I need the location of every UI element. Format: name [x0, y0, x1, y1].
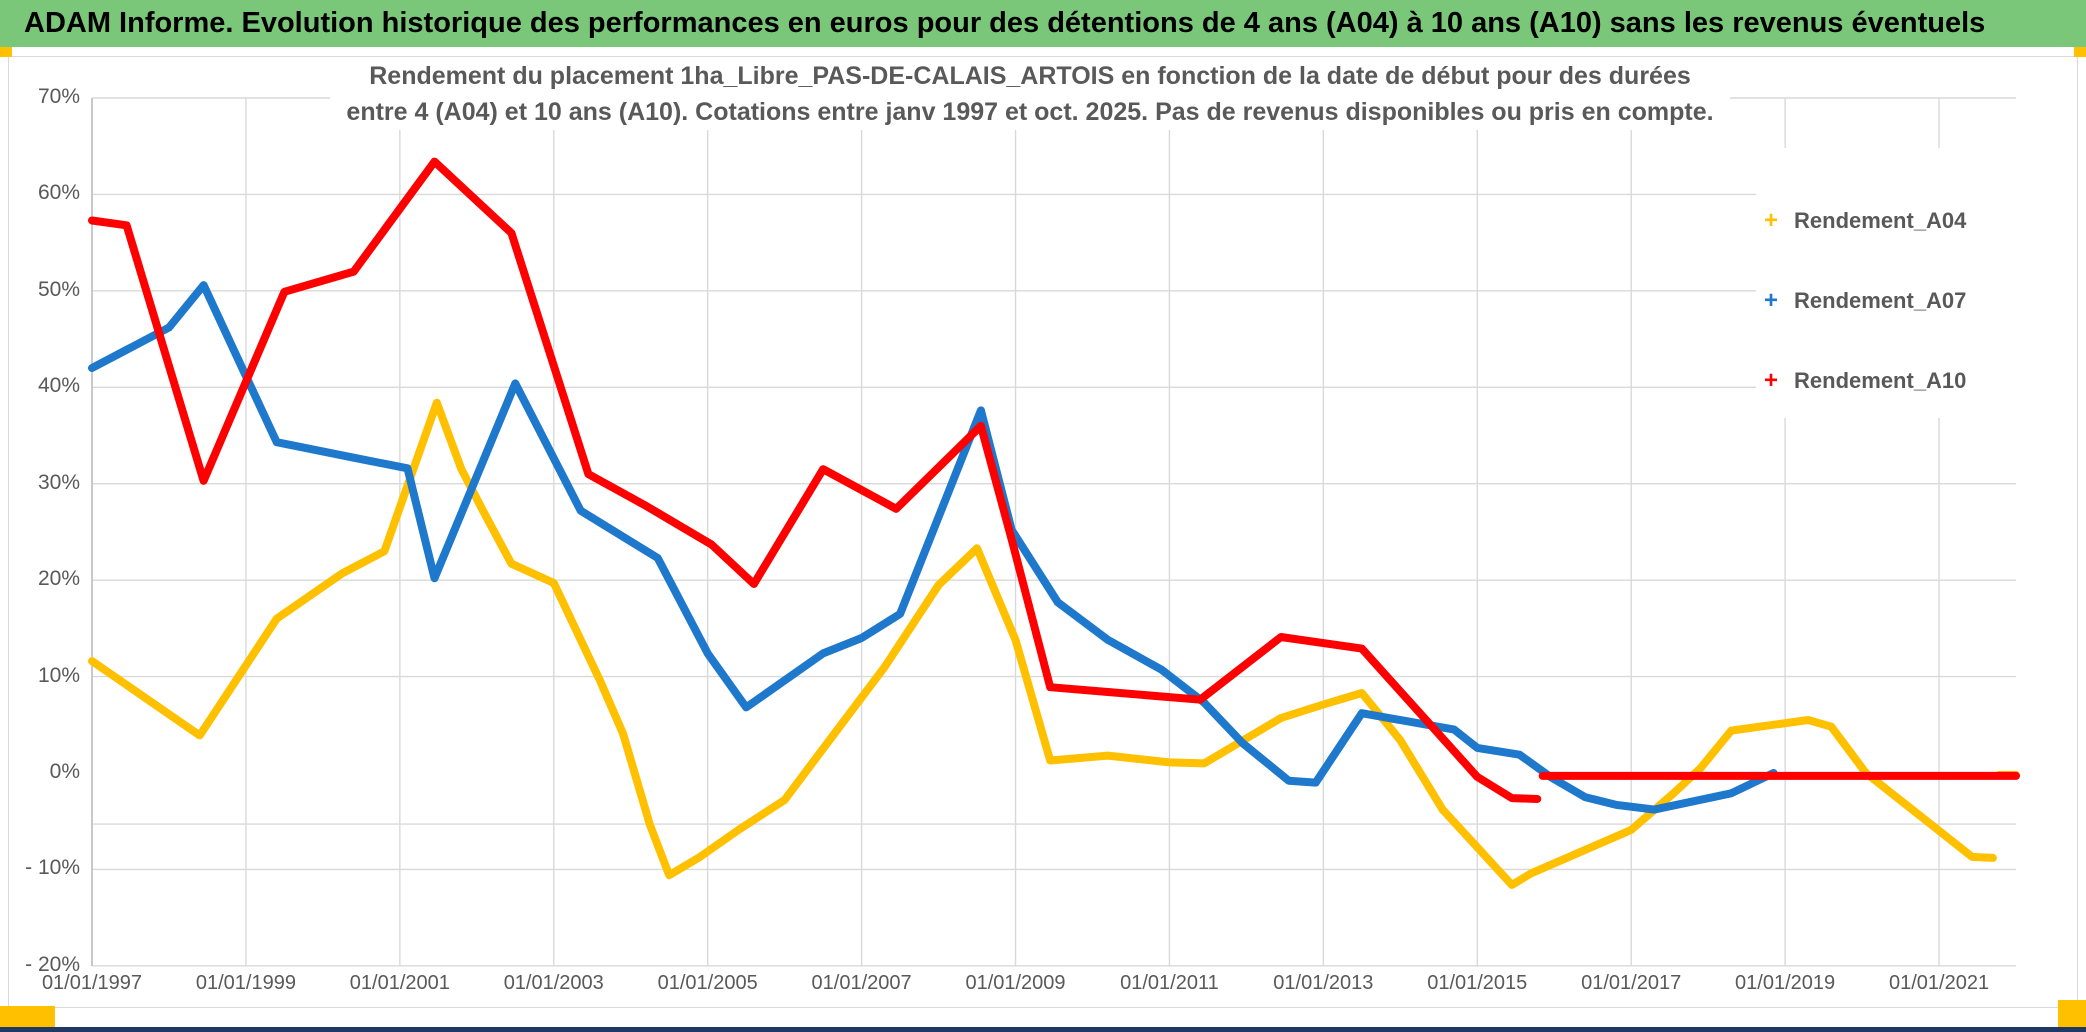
x-axis-tick-label: 01/01/2009 — [965, 972, 1066, 994]
gold-accent-top-right — [2074, 47, 2086, 57]
header-bar: ADAM Informe. Evolution historique des p… — [0, 0, 2086, 47]
legend-item-rendement_a07: + Rendement_A07 — [1764, 288, 1966, 314]
x-axis-tick-label: 01/01/2021 — [1888, 972, 1990, 994]
x-axis-tick-label: 01/01/2019 — [1735, 972, 1836, 994]
chart-area-border — [8, 56, 2078, 1008]
legend-label: Rendement_A10 — [1794, 368, 1967, 393]
legend-marker-icon: + — [1764, 287, 1779, 314]
chart-title: Rendement du placement 1ha_Libre_PAS-DE-… — [330, 58, 1730, 130]
legend-label: Rendement_A04 — [1794, 208, 1967, 233]
x-axis-tick-label: 01/01/2007 — [811, 972, 912, 994]
y-axis-tick-label: 70% — [37, 84, 80, 108]
legend-item-rendement_a04: + Rendement_A04 — [1764, 208, 1966, 234]
x-axis-tick-label: 01/01/2013 — [1273, 972, 1374, 994]
y-axis-tick-label: - 10% — [25, 856, 80, 880]
x-axis-tick-label: 01/01/1997 — [41, 972, 143, 994]
x-axis-tick-label: 01/01/1999 — [195, 972, 296, 994]
y-axis-tick-label: 60% — [37, 181, 80, 205]
y-axis-tick-label: 0% — [49, 760, 80, 783]
legend: + Rendement_A04 + Rendement_A07 + Rendement_A… — [1756, 148, 2044, 418]
y-axis-tick-label: - 20% — [25, 952, 80, 976]
series-line-rendement_a10 — [88, 157, 1542, 803]
y-axis-tick-label: 50% — [37, 277, 80, 301]
series-line-rendement_a07 — [88, 281, 1778, 814]
x-axis-tick-label: 01/01/2003 — [503, 972, 604, 994]
x-axis-tick-label: 01/01/2011 — [1120, 972, 1219, 994]
y-axis-tick-label: 40% — [37, 374, 80, 398]
gold-accent-bottom-right — [2058, 1000, 2086, 1028]
chart-title-line1: Rendement du placement 1ha_Libre_PAS-DE-… — [369, 62, 1691, 90]
y-axis-tick-label: 20% — [37, 567, 80, 591]
gold-accent-top-left — [0, 47, 12, 57]
gold-accent-bottom-left — [0, 1006, 55, 1028]
legend-item-rendement_a10: + Rendement_A10 — [1764, 368, 1966, 394]
y-axis-tick-label: 10% — [37, 663, 80, 687]
x-axis-tick-label: 01/01/2015 — [1427, 972, 1528, 994]
footer-line — [0, 1027, 2086, 1032]
legend-label: Rendement_A07 — [1794, 288, 1967, 313]
legend-marker-icon: + — [1764, 207, 1779, 234]
legend-marker-icon: + — [1764, 367, 1779, 394]
page-title: ADAM Informe. Evolution historique des p… — [24, 7, 1986, 39]
chart-title-line2: entre 4 (A04) et 10 ans (A10). Cotations… — [346, 98, 1714, 126]
x-axis-tick-label: 01/01/2017 — [1581, 972, 1682, 994]
x-axis-tick-label: 01/01/2005 — [657, 972, 758, 994]
y-axis-tick-label: 30% — [37, 470, 80, 494]
x-axis-tick-label: 01/01/2001 — [349, 972, 450, 994]
series-line-rendement_a04 — [88, 398, 1997, 889]
